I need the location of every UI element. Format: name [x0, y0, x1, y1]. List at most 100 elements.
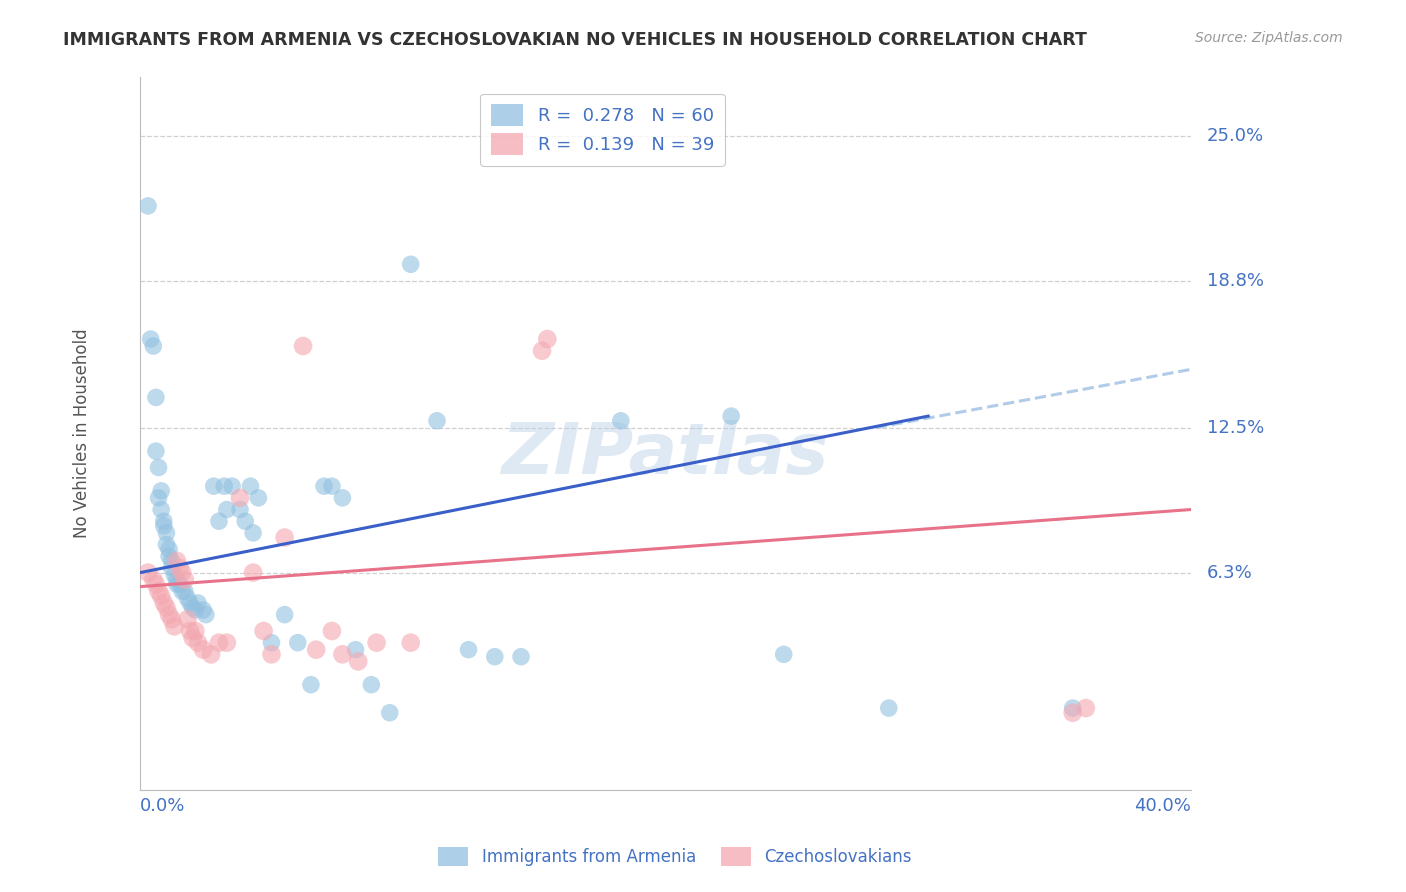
Point [145, 444, 167, 458]
Point [160, 612, 183, 626]
Point [166, 573, 188, 587]
Point [536, 332, 558, 346]
Point [160, 554, 183, 568]
Point [157, 607, 180, 622]
Point [321, 624, 343, 638]
Point [273, 607, 295, 622]
Point [260, 648, 283, 662]
Point [242, 525, 264, 540]
Point [172, 584, 194, 599]
Point [484, 649, 506, 664]
Point [148, 460, 170, 475]
Point [321, 479, 343, 493]
Point [366, 635, 388, 649]
Point [510, 649, 533, 664]
Point [332, 491, 354, 505]
Point [229, 502, 252, 516]
Point [233, 514, 256, 528]
Point [1062, 706, 1084, 720]
Point [1062, 701, 1084, 715]
Point [145, 391, 167, 405]
Legend: Immigrants from Armenia, Czechoslovakians: Immigrants from Armenia, Czechoslovakian… [432, 840, 918, 873]
Text: IMMIGRANTS FROM ARMENIA VS CZECHOSLOVAKIAN NO VEHICLES IN HOUSEHOLD CORRELATION : IMMIGRANTS FROM ARMENIA VS CZECHOSLOVAKI… [63, 31, 1087, 49]
Text: ZIPatlas: ZIPatlas [502, 420, 830, 490]
Point [136, 566, 159, 580]
Point [184, 624, 207, 638]
Text: 6.3%: 6.3% [1206, 564, 1253, 582]
Point [772, 648, 794, 662]
Point [347, 654, 370, 668]
Point [173, 573, 195, 587]
Point [169, 577, 191, 591]
Point [208, 514, 231, 528]
Point [194, 607, 217, 622]
Point [181, 600, 204, 615]
Point [378, 706, 401, 720]
Point [305, 642, 328, 657]
Point [212, 479, 235, 493]
Point [239, 479, 262, 493]
Point [157, 542, 180, 557]
Text: 40.0%: 40.0% [1135, 797, 1191, 814]
Point [155, 537, 177, 551]
Point [179, 624, 201, 638]
Point [187, 635, 209, 649]
Point [253, 624, 276, 638]
Point [208, 635, 231, 649]
Point [184, 603, 207, 617]
Legend: R =  0.278   N = 60, R =  0.139   N = 39: R = 0.278 N = 60, R = 0.139 N = 39 [479, 94, 725, 166]
Point [200, 648, 222, 662]
Point [145, 577, 167, 591]
Point [202, 479, 225, 493]
Point [1074, 701, 1097, 715]
Point [260, 635, 283, 649]
Point [332, 648, 354, 662]
Point [399, 635, 422, 649]
Point [148, 584, 170, 599]
Point [215, 635, 238, 649]
Text: 25.0%: 25.0% [1206, 127, 1264, 145]
Point [173, 584, 195, 599]
Point [153, 519, 176, 533]
Point [181, 631, 204, 645]
Point [299, 678, 322, 692]
Point [193, 642, 215, 657]
Point [426, 414, 449, 428]
Point [142, 573, 165, 587]
Point [176, 612, 198, 626]
Point [142, 339, 165, 353]
Point [531, 343, 554, 358]
Point [150, 589, 173, 603]
Text: No Vehicles in Household: No Vehicles in Household [73, 329, 91, 539]
Point [150, 483, 173, 498]
Point [215, 502, 238, 516]
Point [720, 409, 742, 423]
Point [153, 514, 176, 528]
Point [312, 479, 335, 493]
Point [242, 566, 264, 580]
Point [148, 491, 170, 505]
Point [221, 479, 243, 493]
Point [360, 678, 382, 692]
Text: Source: ZipAtlas.com: Source: ZipAtlas.com [1195, 31, 1343, 45]
Point [344, 642, 367, 657]
Text: 0.0%: 0.0% [141, 797, 186, 814]
Point [155, 525, 177, 540]
Point [229, 491, 252, 505]
Point [176, 591, 198, 606]
Point [457, 642, 479, 657]
Point [160, 561, 183, 575]
Point [287, 635, 309, 649]
Point [155, 600, 177, 615]
Point [166, 577, 188, 591]
Point [399, 257, 422, 271]
Point [166, 554, 188, 568]
Point [139, 332, 162, 346]
Point [193, 603, 215, 617]
Point [163, 568, 186, 582]
Point [610, 414, 633, 428]
Point [179, 596, 201, 610]
Point [150, 502, 173, 516]
Point [247, 491, 270, 505]
Point [172, 566, 194, 580]
